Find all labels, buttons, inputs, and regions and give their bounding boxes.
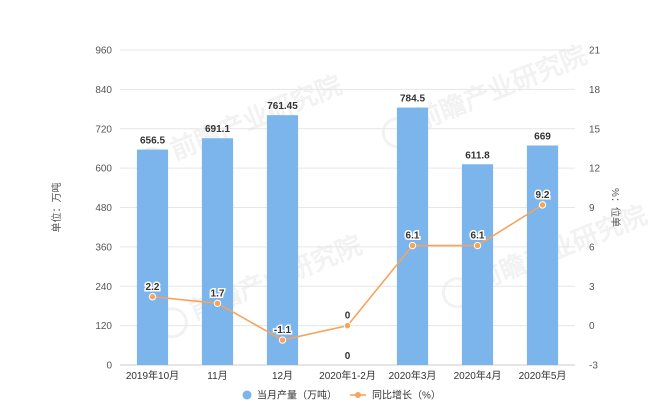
left-tick-label: 360: [95, 242, 112, 253]
right-axis-title: %：位单: [609, 188, 622, 227]
bar[interactable]: [526, 145, 559, 365]
category-label: 2020年3月: [389, 369, 437, 382]
legend-line-dot-icon: [355, 392, 361, 398]
legend-bar-label: 当月产量（万吨）: [257, 389, 337, 402]
category-label: 2020年1-2月: [319, 369, 376, 382]
right-tick-label: 21: [589, 46, 601, 57]
legend-bar-marker-icon: [242, 390, 252, 400]
bar-value-label: 656.5: [140, 136, 165, 147]
watermark-text: 前瞻产业研究院: [411, 40, 591, 136]
right-axis-ticks: -3 0 3 6 9 12 15 18 21: [589, 46, 601, 372]
legend-line-label: 同比增长（%）: [372, 389, 441, 402]
bar[interactable]: [461, 164, 494, 365]
left-axis-title: 单位：万吨: [50, 183, 63, 233]
bar[interactable]: [136, 149, 169, 365]
left-tick-label: 960: [95, 46, 112, 57]
right-tick-label: 12: [589, 164, 601, 175]
bar-value-label: 611.8: [465, 150, 490, 161]
line-value-label: 1.7: [211, 288, 225, 299]
line-point[interactable]: [213, 299, 222, 308]
line-value-label: 2.2: [146, 282, 160, 293]
line-point[interactable]: [538, 201, 547, 209]
line-value-label: -1.1: [274, 325, 292, 336]
bar-series: 656.5 691.1 761.45 0 784.5 611.8 669: [136, 94, 559, 365]
watermark: 前瞻产业研究院: [156, 230, 366, 339]
category-label: 12月: [272, 370, 293, 382]
bar-value-label: 761.45: [267, 101, 298, 112]
right-tick-label: 3: [589, 282, 595, 293]
line-value-label: 9.2: [536, 190, 550, 201]
right-tick-label: 9: [589, 203, 595, 214]
watermark-text: 前瞻产业研究院: [166, 70, 346, 166]
category-labels: 2019年10月 11月 12月 2020年1-2月 2020年3月 2020年4月 202…: [126, 369, 567, 382]
line-point[interactable]: [473, 241, 482, 250]
left-tick-label: 240: [95, 282, 112, 293]
category-label: 2019年10月: [126, 369, 179, 382]
right-tick-label: 15: [589, 124, 601, 135]
category-label: 2020年4月: [454, 369, 502, 382]
grid-lines: [120, 49, 575, 366]
legend-item-line[interactable]: 同比增长（%）: [350, 389, 441, 402]
line-point[interactable]: [278, 336, 287, 344]
left-tick-label: 120: [95, 321, 112, 332]
right-tick-label: 18: [589, 85, 601, 96]
bar[interactable]: [201, 138, 234, 365]
left-axis-ticks: 0 120 240 360 480 600 720 840 960: [95, 46, 112, 372]
bar-value-label: 669: [534, 131, 551, 142]
right-tick-label: 6: [589, 242, 595, 253]
bar[interactable]: [396, 107, 429, 365]
category-label: 2020年5月: [519, 369, 567, 382]
category-label: 11月: [207, 370, 227, 382]
right-tick-label: 0: [589, 321, 595, 332]
line-series: 2.2 1.7 -1.1 0 6.1 6.1 9.2: [144, 188, 551, 344]
bar-value-label: 784.5: [400, 94, 425, 105]
left-tick-label: 0: [106, 361, 112, 372]
bar-value-label: 691.1: [205, 124, 230, 135]
left-tick-label: 600: [95, 164, 112, 175]
watermark-text: 前瞻产业研究院: [471, 200, 650, 296]
bar-value-label: 0: [345, 351, 351, 362]
right-tick-label: -3: [589, 361, 598, 372]
line-point[interactable]: [408, 241, 417, 250]
left-tick-label: 480: [95, 203, 112, 214]
line-value-label: 6.1: [471, 231, 485, 242]
line-point[interactable]: [148, 293, 157, 301]
line-value-label: 0: [345, 311, 351, 322]
left-tick-label: 840: [95, 85, 112, 96]
left-tick-label: 720: [95, 124, 112, 135]
legend-item-bar[interactable]: 当月产量（万吨）: [242, 389, 338, 402]
line-value-label: 6.1: [406, 231, 420, 242]
bar[interactable]: [266, 115, 299, 365]
line-point[interactable]: [343, 321, 352, 330]
legend[interactable]: 当月产量（万吨） 同比增长（%）: [242, 389, 441, 402]
